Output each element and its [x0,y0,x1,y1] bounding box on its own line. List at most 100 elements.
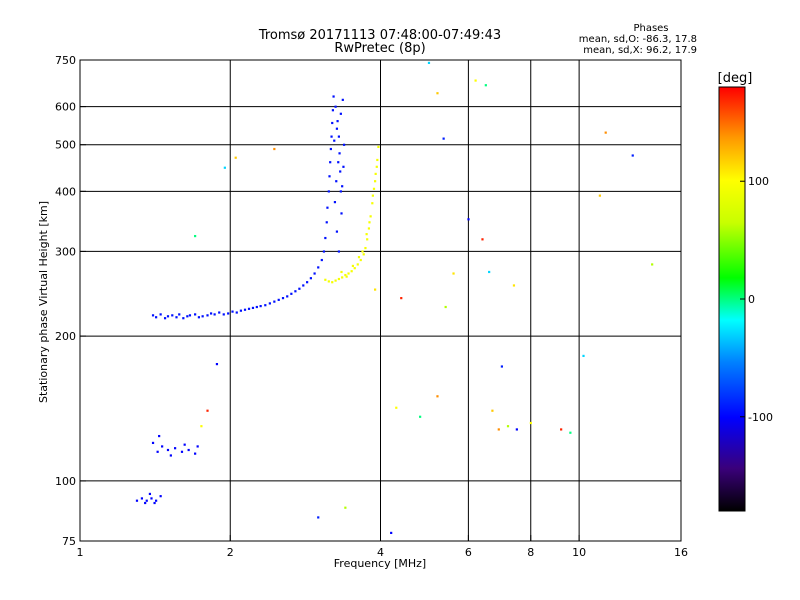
series-2 [135,434,199,505]
data-point [153,501,156,505]
x-tick-label: 1 [77,546,84,559]
data-point [337,277,341,281]
phase-stat-x: mean, sd,X: 96.2, 17.9 [583,45,697,56]
data-point [340,212,343,215]
data-point [155,499,158,502]
series-3 [194,61,654,535]
data-point [159,495,162,498]
data-point [390,531,393,535]
data-point [309,277,312,280]
data-point [442,137,445,140]
data-point [371,202,374,205]
data-point [374,288,377,291]
data-point [187,448,190,452]
y-tick-label: 500 [55,139,76,152]
data-point [234,156,237,159]
data-point [218,311,221,314]
data-point [604,131,607,134]
data-point [302,284,305,287]
data-point [334,105,337,108]
series-1 [324,145,380,284]
data-point [144,501,147,505]
colorbar-tick-label: 0 [748,293,755,306]
data-point [351,264,354,268]
data-point [497,428,500,431]
data-point [273,147,276,151]
data-point [166,448,170,452]
data-point [333,139,336,142]
data-point [159,313,162,316]
data-point [156,450,159,453]
data-point [327,280,330,283]
axis-ticks: 1 2 4 6 8 10 16 75 100 200 300 400 500 600 750 [55,54,688,559]
data-point [375,165,378,168]
data-point [341,98,344,101]
data-point [377,145,380,148]
data-point [313,272,316,275]
data-point [331,121,334,125]
data-point [598,194,601,197]
data-point [151,441,155,445]
data-point [369,215,372,218]
data-point [163,317,167,320]
data-point [335,230,339,233]
data-point [395,406,398,409]
data-point [243,308,247,311]
data-point [651,263,654,266]
data-point [317,516,320,519]
data-point [342,143,346,146]
data-point [491,409,494,412]
colorbar-ticks: 100 0 -100 [740,175,773,424]
x-tick-label: 16 [674,546,688,559]
data-point [339,190,342,193]
data-point [161,445,164,448]
series-0 [151,95,346,320]
data-point [339,112,342,115]
data-point [474,79,477,82]
data-point [342,165,345,168]
data-point [344,273,347,277]
data-point [515,428,518,431]
y-tick-label: 750 [55,54,76,67]
data-point [201,315,204,318]
data-point [277,298,280,301]
x-tick-label: 10 [572,546,586,559]
data-point [335,180,338,183]
data-point [290,292,293,295]
data-point [197,316,201,319]
data-point [500,365,504,368]
data-point [169,454,172,457]
data-point [347,272,350,275]
data-point [322,250,326,253]
x-tick-label: 4 [377,546,384,559]
data-point [255,305,258,309]
data-point [259,305,262,308]
chart-subtitle: RwPretec (8p) [334,41,425,56]
data-point [467,218,470,221]
data-point [306,281,309,284]
x-tick-label: 6 [465,546,472,559]
colorbar-tick-label: 100 [748,175,769,188]
data-point [337,135,341,138]
data-points [135,61,654,535]
data-point [332,95,335,98]
data-point [333,201,337,204]
data-point [328,175,331,178]
data-point [334,279,337,282]
data-point [194,452,197,455]
data-point [336,120,339,123]
data-point [178,313,181,316]
data-point [200,425,203,428]
data-point [329,161,332,164]
data-point [353,267,356,270]
data-point [196,445,199,448]
data-point [427,61,431,65]
data-point [231,310,234,313]
data-point [484,84,487,87]
x-axis-label: Frequency [MHz] [334,557,426,570]
data-point [506,425,510,428]
colorbar-tick-label: -100 [748,411,773,424]
data-point [268,302,271,305]
data-point [512,284,516,287]
